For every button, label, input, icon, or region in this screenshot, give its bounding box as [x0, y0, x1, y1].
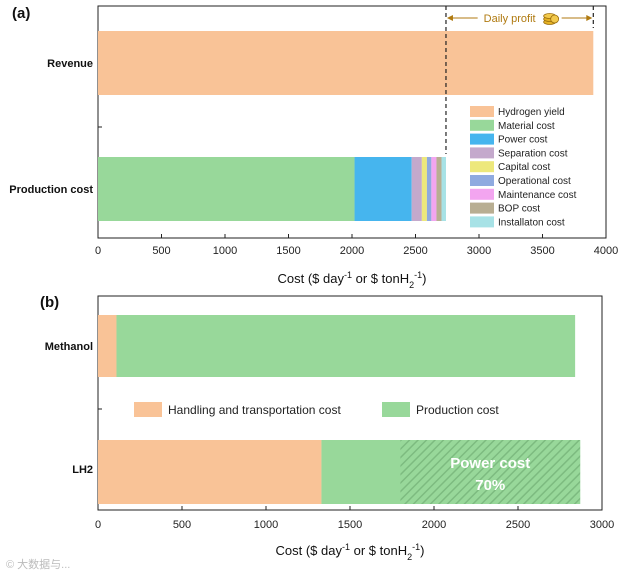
x-tick-label: 3500: [530, 245, 554, 257]
legend-label-material-cost: Material cost: [498, 121, 555, 132]
legend-label-bop-cost: BOP cost: [498, 204, 540, 215]
legend-label-capital-cost: Capital cost: [498, 162, 550, 173]
category-label-revenue: Revenue: [47, 58, 93, 70]
power-cost-highlight: Power cost 70%: [450, 455, 530, 494]
bar-lh2-power-cost-hatch: [400, 440, 581, 504]
category-label-methanol: Methanol: [45, 341, 93, 353]
legend-swatch-hydrogen-yield: [470, 106, 494, 117]
x-tick-label: 2500: [506, 519, 530, 531]
panel-b-x-axis-title: Cost ($ day-1 or $ tonH2-1): [276, 542, 425, 562]
legend-swatch-handling-and-transportation-cost: [134, 402, 162, 417]
bar-production-cost-power-cost: [354, 157, 412, 221]
bar-methanol-handling-and-transportation-cost: [98, 315, 117, 377]
daily-profit-annotation: Daily profit: [445, 6, 594, 154]
legend-label-power-cost: Power cost: [498, 135, 548, 146]
bar-lh2-handling-and-transportation-cost: [98, 440, 322, 504]
panel-a-label: (a): [12, 5, 30, 22]
legend-label-installaton-cost: Installaton cost: [498, 217, 565, 228]
daily-profit-text: Daily profit: [484, 13, 536, 25]
legend-swatch-maintenance-cost: [470, 188, 494, 200]
panel-a-bars: [98, 31, 594, 221]
category-label-lh2: LH2: [72, 464, 93, 476]
bar-production-cost-operational-cost: [426, 157, 432, 221]
legend-swatch-operational-cost: [470, 175, 494, 186]
bar-production-cost-separation-cost: [411, 157, 422, 221]
legend-label-handling-and-transportation-cost: Handling and transportation cost: [168, 403, 341, 417]
x-tick-label: 2000: [422, 519, 446, 531]
panel-a-legend: Hydrogen yield Material cost Power cost Sep…: [470, 106, 577, 228]
panel-b-legend: Handling and transportation cost Producti…: [134, 402, 499, 417]
profit-arrowhead-right: [586, 15, 593, 21]
x-tick-label: 3000: [467, 245, 491, 257]
x-tick-label: 4000: [594, 245, 618, 257]
x-tick-label: 2000: [340, 245, 364, 257]
legend-swatch-power-cost: [470, 133, 494, 145]
panel-b-bars: [98, 315, 581, 504]
legend-label-production-cost: Production cost: [416, 403, 499, 417]
panel-a-x-axis-title: Cost ($ day-1 or $ tonH2-1): [278, 270, 427, 290]
bar-methanol-production-cost: [116, 315, 576, 377]
power-cost-percent: 70%: [475, 477, 505, 494]
x-tick-label: 1500: [338, 519, 362, 531]
legend-swatch-installaton-cost: [470, 216, 494, 228]
category-label-production-cost: Production cost: [9, 184, 93, 196]
x-tick-label: 1000: [213, 245, 237, 257]
x-tick-label: 500: [152, 245, 170, 257]
panel-b-x-ticks: 0 500 1000 1500 2000 2500 3000: [95, 506, 614, 531]
coin-stack-icon: [543, 13, 560, 25]
x-tick-label: 1500: [276, 245, 300, 257]
x-tick-label: 2500: [403, 245, 427, 257]
x-tick-label: 0: [95, 245, 101, 257]
legend-swatch-bop-cost: [470, 202, 494, 214]
bar-production-cost-maintenance-cost: [431, 157, 437, 221]
legend-label-maintenance-cost: Maintenance cost: [498, 190, 577, 201]
power-cost-label: Power cost: [450, 455, 530, 472]
panel-a: (a) Revenue Production cost 0 500 1000 1500…: [9, 5, 618, 290]
panel-b-label: (b): [40, 294, 59, 311]
legend-label-hydrogen-yield: Hydrogen yield: [498, 107, 565, 118]
bar-production-cost-bop-cost: [436, 157, 442, 221]
legend-swatch-capital-cost: [470, 161, 494, 173]
watermark-text: © 大数据与...: [6, 557, 70, 571]
x-tick-label: 0: [95, 519, 101, 531]
bar-production-cost-capital-cost: [421, 157, 427, 221]
legend-swatch-separation-cost: [470, 147, 494, 159]
bar-revenue-hydrogen-yield: [98, 31, 594, 95]
panel-b: (b) Methanol LH2 0 500 1000 1500 2000 2500 300…: [40, 294, 614, 562]
panel-a-x-ticks: 0 500 1000 1500 2000 2500 3000 3500 4000: [95, 234, 618, 257]
bar-production-cost-installaton-cost: [441, 157, 446, 221]
x-tick-label: 1000: [254, 519, 278, 531]
legend-label-operational-cost: Operational cost: [498, 176, 571, 187]
x-tick-label: 3000: [590, 519, 614, 531]
legend-swatch-production-cost: [382, 402, 410, 417]
legend-label-separation-cost: Separation cost: [498, 148, 568, 159]
bar-production-cost-material-cost: [98, 157, 355, 221]
x-tick-label: 500: [173, 519, 191, 531]
legend-swatch-material-cost: [470, 119, 494, 131]
profit-arrowhead-left: [446, 15, 453, 21]
